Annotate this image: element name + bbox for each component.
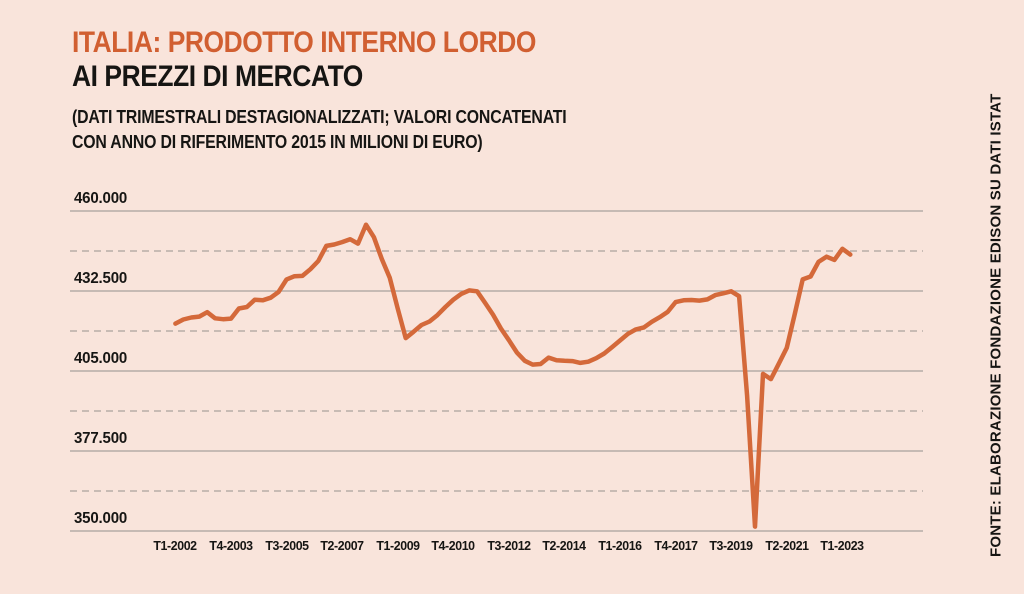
gdp-line-series: [173, 222, 853, 529]
x-axis-label: T4-2010: [431, 538, 475, 553]
y-axis-label: 377.500: [74, 430, 128, 447]
x-axis-label: T2-2021: [765, 538, 809, 553]
x-axis-label: T4-2017: [654, 538, 698, 553]
x-axis-label: T2-2007: [320, 538, 364, 553]
x-axis-label: T2-2014: [542, 538, 586, 553]
x-axis-label: T4-2003: [209, 538, 253, 553]
x-axis-label: T3-2019: [709, 538, 753, 553]
x-axis-label: T3-2005: [265, 538, 309, 553]
chart-title: ITALIA: PRODOTTO INTERNO LORDO: [72, 26, 536, 59]
y-axis-label: 405.000: [74, 350, 128, 367]
chart-header: ITALIA: PRODOTTO INTERNO LORDO AI PREZZI…: [72, 26, 567, 155]
x-axis-label: T3-2012: [487, 538, 531, 553]
source-note: FONTE: ELABORAZIONE FONDAZIONE EDISON SU…: [987, 93, 1005, 557]
y-axis-label: 460.000: [74, 190, 128, 207]
chart-subtitle: AI PREZZI DI MERCATO: [72, 60, 363, 93]
x-axis-label: T1-2023: [820, 538, 864, 553]
y-axis-label: 350.000: [74, 510, 128, 527]
chart-note-line2: CON ANNO DI RIFERIMENTO 2015 IN MILIONI …: [72, 132, 483, 152]
x-axis-label: T1-2016: [598, 538, 642, 553]
y-axis-label: 432.500: [74, 270, 128, 287]
x-axis-label: T1-2009: [376, 538, 420, 553]
chart-note-line1: (DATI TRIMESTRALI DESTAGIONALIZZATI; VAL…: [72, 107, 567, 127]
x-axis-label: T1-2002: [153, 538, 197, 553]
